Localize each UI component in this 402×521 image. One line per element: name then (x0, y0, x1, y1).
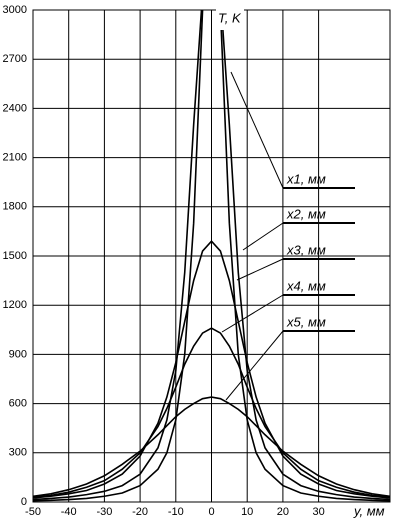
y-tick-label: 2100 (3, 152, 27, 164)
annotations: x1, мм x2, мм x3, мм x4, мм x5, мм (221, 71, 355, 401)
curve (33, 10, 390, 502)
curve (33, 396, 390, 498)
curve-label: x4, мм (286, 278, 326, 293)
y-tick-label: 1500 (3, 250, 27, 262)
label-bg (216, 8, 244, 30)
leader-line (221, 294, 284, 333)
label-bg (350, 505, 390, 519)
y-tick-label: 900 (9, 348, 27, 360)
y-tick-label: 300 (9, 447, 27, 459)
grid (32, 9, 390, 503)
curves (33, 10, 390, 502)
y-tick-label: 1200 (3, 299, 27, 311)
x-tick-label: 0 (208, 506, 214, 518)
curve (33, 240, 390, 499)
x-tick-label: 20 (277, 506, 289, 518)
y-tick-label: 3000 (3, 4, 27, 16)
leader-line (225, 330, 284, 401)
curve-label: x3, мм (286, 242, 326, 257)
leader-line (230, 71, 284, 189)
curve-label: x1, мм (286, 171, 326, 186)
x-tick-label: 10 (241, 506, 253, 518)
curve (33, 327, 390, 498)
curve-label: x2, мм (286, 206, 326, 221)
x-tick-label: 30 (312, 506, 324, 518)
x-tick-label: -50 (25, 506, 41, 518)
leader-line (236, 258, 284, 281)
y-tick-label: 1800 (3, 201, 27, 213)
curve-label: x5, мм (286, 314, 326, 329)
y-tick-label: 2700 (3, 53, 27, 65)
curve (33, 10, 390, 501)
x-axis-label: y, мм (353, 503, 385, 518)
y-tick-label: 0 (21, 496, 27, 508)
x-tick-label: -10 (168, 506, 184, 518)
y-axis-label: T, K (218, 10, 242, 25)
leader-line (242, 222, 284, 251)
y-tick-label: 2400 (3, 102, 27, 114)
x-tick-label: -20 (132, 506, 148, 518)
x-tick-label: -40 (61, 506, 77, 518)
y-tick-label: 600 (9, 398, 27, 410)
x-tick-label: -30 (96, 506, 112, 518)
